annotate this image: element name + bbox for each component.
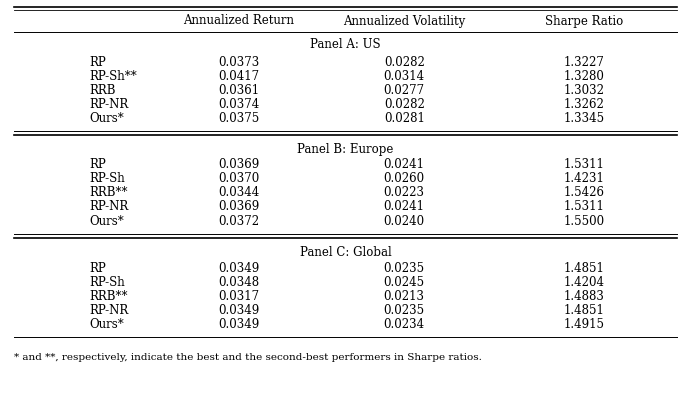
Text: RP-NR: RP-NR	[90, 304, 129, 317]
Text: RP-Sh: RP-Sh	[90, 276, 126, 289]
Text: RRB**: RRB**	[90, 289, 129, 302]
Text: Ours*: Ours*	[90, 214, 124, 228]
Text: Annualized Return: Annualized Return	[183, 15, 294, 28]
Text: 0.0361: 0.0361	[218, 83, 259, 96]
Text: 0.0349: 0.0349	[218, 261, 259, 274]
Text: 0.0349: 0.0349	[218, 304, 259, 317]
Text: Ours*: Ours*	[90, 317, 124, 331]
Text: 0.0314: 0.0314	[384, 70, 425, 83]
Text: RP: RP	[90, 55, 106, 68]
Text: 0.0241: 0.0241	[384, 201, 425, 214]
Text: RP: RP	[90, 158, 106, 171]
Text: RRB**: RRB**	[90, 186, 129, 199]
Text: RRB: RRB	[90, 83, 116, 96]
Text: 1.4851: 1.4851	[563, 261, 605, 274]
Text: 0.0417: 0.0417	[218, 70, 259, 83]
Text: Panel A: US: Panel A: US	[310, 38, 381, 52]
Text: 0.0277: 0.0277	[384, 83, 425, 96]
Text: 0.0234: 0.0234	[384, 317, 425, 331]
Text: 1.3262: 1.3262	[563, 98, 605, 111]
Text: 1.5311: 1.5311	[563, 158, 605, 171]
Text: 1.5500: 1.5500	[563, 214, 605, 228]
Text: 0.0241: 0.0241	[384, 158, 425, 171]
Text: 0.0213: 0.0213	[384, 289, 425, 302]
Text: 0.0240: 0.0240	[384, 214, 425, 228]
Text: 0.0223: 0.0223	[384, 186, 425, 199]
Text: 0.0344: 0.0344	[218, 186, 259, 199]
Text: RP-Sh: RP-Sh	[90, 173, 126, 186]
Text: 1.4915: 1.4915	[563, 317, 605, 331]
Text: 0.0282: 0.0282	[384, 98, 425, 111]
Text: 1.3032: 1.3032	[563, 83, 605, 96]
Text: * and **, respectively, indicate the best and the second-best performers in Shar: * and **, respectively, indicate the bes…	[14, 354, 482, 362]
Text: 0.0373: 0.0373	[218, 55, 259, 68]
Text: 0.0282: 0.0282	[384, 55, 425, 68]
Text: Panel B: Europe: Panel B: Europe	[297, 143, 394, 156]
Text: 1.3345: 1.3345	[563, 111, 605, 125]
Text: 0.0375: 0.0375	[218, 111, 259, 125]
Text: 1.4231: 1.4231	[563, 173, 605, 186]
Text: 0.0369: 0.0369	[218, 158, 259, 171]
Text: 0.0260: 0.0260	[384, 173, 425, 186]
Text: 0.0235: 0.0235	[384, 304, 425, 317]
Text: 0.0370: 0.0370	[218, 173, 259, 186]
Text: 0.0369: 0.0369	[218, 201, 259, 214]
Text: 1.4851: 1.4851	[563, 304, 605, 317]
Text: 1.3227: 1.3227	[563, 55, 605, 68]
Text: Ours*: Ours*	[90, 111, 124, 125]
Text: 0.0245: 0.0245	[384, 276, 425, 289]
Text: Panel C: Global: Panel C: Global	[300, 246, 391, 259]
Text: 0.0372: 0.0372	[218, 214, 259, 228]
Text: 0.0281: 0.0281	[384, 111, 425, 125]
Text: RP: RP	[90, 261, 106, 274]
Text: 1.5311: 1.5311	[563, 201, 605, 214]
Text: 0.0349: 0.0349	[218, 317, 259, 331]
Text: RP-NR: RP-NR	[90, 98, 129, 111]
Text: 1.5426: 1.5426	[563, 186, 605, 199]
Text: 1.4204: 1.4204	[563, 276, 605, 289]
Text: 0.0374: 0.0374	[218, 98, 259, 111]
Text: 1.3280: 1.3280	[563, 70, 605, 83]
Text: RP-Sh**: RP-Sh**	[90, 70, 138, 83]
Text: 0.0235: 0.0235	[384, 261, 425, 274]
Text: Sharpe Ratio: Sharpe Ratio	[545, 15, 623, 28]
Text: RP-NR: RP-NR	[90, 201, 129, 214]
Text: 1.4883: 1.4883	[563, 289, 605, 302]
Text: 0.0317: 0.0317	[218, 289, 259, 302]
Text: Annualized Volatility: Annualized Volatility	[343, 15, 465, 28]
Text: 0.0348: 0.0348	[218, 276, 259, 289]
